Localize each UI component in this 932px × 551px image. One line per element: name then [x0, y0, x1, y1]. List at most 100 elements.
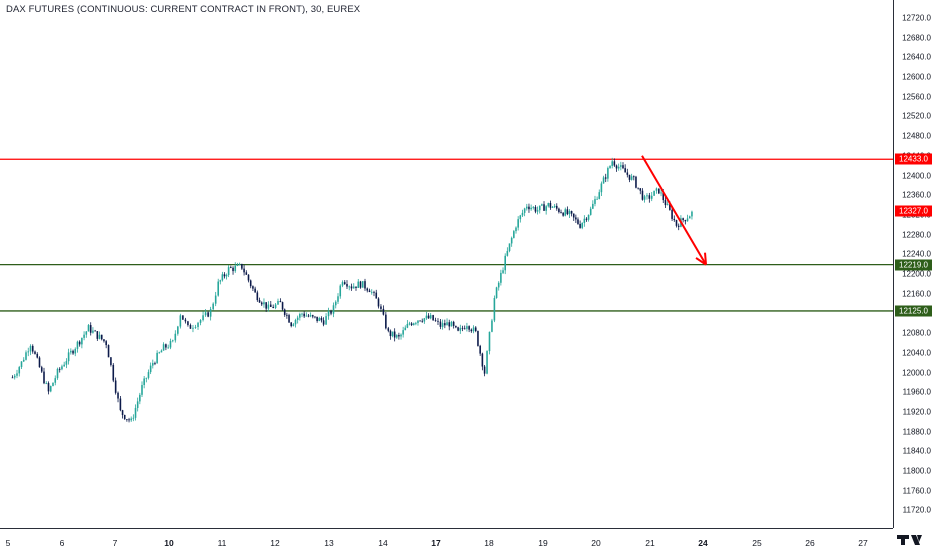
arrow-shaft[interactable]: [641, 155, 707, 266]
candle-body: [169, 340, 172, 348]
candle-body: [389, 330, 392, 337]
candle-body: [434, 320, 437, 322]
candle-body: [570, 211, 573, 214]
price-tick-label: 11760.0: [902, 486, 931, 496]
candle-body: [16, 373, 18, 376]
price-axis[interactable]: 12720.0 12680.0 12640.0 12600.0 12560.0 12520…: [893, 0, 932, 528]
candle-body: [633, 176, 635, 178]
candle-body: [483, 366, 486, 374]
price-chart[interactable]: [0, 0, 893, 528]
candle-body: [139, 394, 141, 402]
time-tick-label: 11: [217, 538, 227, 548]
candle-body: [56, 368, 59, 379]
candle-body: [417, 320, 419, 323]
candle-body: [594, 199, 596, 204]
candle-body: [316, 316, 318, 322]
candle-body: [52, 382, 54, 387]
time-tick-label: 5: [5, 538, 11, 548]
candle-body: [112, 364, 115, 381]
candle-body: [247, 274, 250, 281]
candle-body: [286, 314, 288, 316]
candle-body: [393, 331, 396, 338]
candle-body: [615, 165, 618, 169]
candle-body: [103, 339, 105, 342]
arrow-drawing: [641, 155, 707, 266]
candle-body: [452, 321, 455, 326]
candle-body: [677, 225, 680, 227]
candle-body: [579, 223, 581, 228]
candle-body: [40, 367, 43, 372]
candle-body: [626, 172, 629, 175]
candle-body: [620, 165, 622, 167]
candle-body: [607, 168, 609, 179]
candle-body: [562, 212, 564, 216]
candle-body: [526, 206, 528, 209]
candle-body: [655, 188, 658, 191]
candle-body: [265, 302, 267, 309]
candle-body: [114, 380, 117, 393]
time-tick-label: 27: [858, 538, 868, 548]
candle-body: [149, 365, 152, 373]
candle-body: [658, 188, 660, 194]
candle-body: [439, 321, 442, 327]
time-tick-label: 25: [752, 538, 762, 548]
time-axis[interactable]: 5 6 7 10 11 12 13 14 17 18 19 20 21 24 25 26 27: [0, 528, 893, 551]
candle-body: [592, 203, 594, 209]
candle-body: [49, 386, 52, 392]
time-tick-label: 20: [591, 538, 601, 548]
candle-body: [123, 414, 126, 420]
candle-body: [691, 211, 693, 217]
candle-body: [497, 282, 500, 288]
candle-body: [364, 281, 366, 289]
candle-body: [463, 328, 466, 330]
candle-body: [502, 270, 504, 273]
candle-body: [296, 317, 299, 320]
candle-body: [566, 209, 569, 215]
candle-body: [517, 219, 519, 228]
candle-body: [252, 286, 254, 289]
candle-body: [538, 205, 541, 211]
price-tick-label: 12480.0: [902, 131, 931, 141]
candle-body: [622, 165, 624, 169]
candle-body: [523, 208, 526, 213]
candle-body: [339, 285, 342, 297]
candle-body: [536, 210, 539, 212]
candle-body: [87, 325, 90, 332]
candle-body: [334, 301, 337, 306]
candle-body: [585, 218, 588, 220]
candle-body: [419, 320, 421, 322]
candle-body: [688, 216, 691, 219]
candle-body: [637, 187, 639, 189]
price-tick-label: 11840.0: [902, 446, 931, 456]
candle-body: [441, 323, 444, 327]
candle-body: [85, 331, 88, 335]
candle-body: [628, 174, 631, 180]
candle-body: [187, 321, 189, 326]
horizontal-lines: [0, 158, 893, 312]
candle-body: [281, 302, 284, 310]
candle-body: [182, 315, 184, 320]
candle-body: [232, 267, 234, 272]
candle-body: [320, 318, 323, 321]
candle-body: [258, 300, 261, 303]
candle-body: [199, 320, 202, 323]
candle-body: [241, 263, 243, 269]
candle-body: [587, 214, 590, 220]
candle-body: [217, 281, 220, 296]
candle-body: [65, 361, 68, 365]
price-tick-label: 12600.0: [902, 72, 931, 82]
candle-body: [662, 192, 665, 201]
candle-body: [107, 345, 110, 358]
price-tick-label: 12640.0: [902, 52, 931, 62]
candle-body: [288, 315, 290, 323]
candle-body: [189, 325, 192, 329]
candle-body: [36, 353, 39, 358]
candle-body: [510, 237, 513, 244]
price-tick-label: 11800.0: [902, 466, 931, 476]
candle-body: [477, 331, 479, 346]
candle-body: [432, 315, 434, 321]
candle-body: [398, 334, 400, 337]
candle-body: [366, 288, 369, 291]
candle-body: [162, 344, 165, 351]
candle-body: [459, 327, 462, 331]
